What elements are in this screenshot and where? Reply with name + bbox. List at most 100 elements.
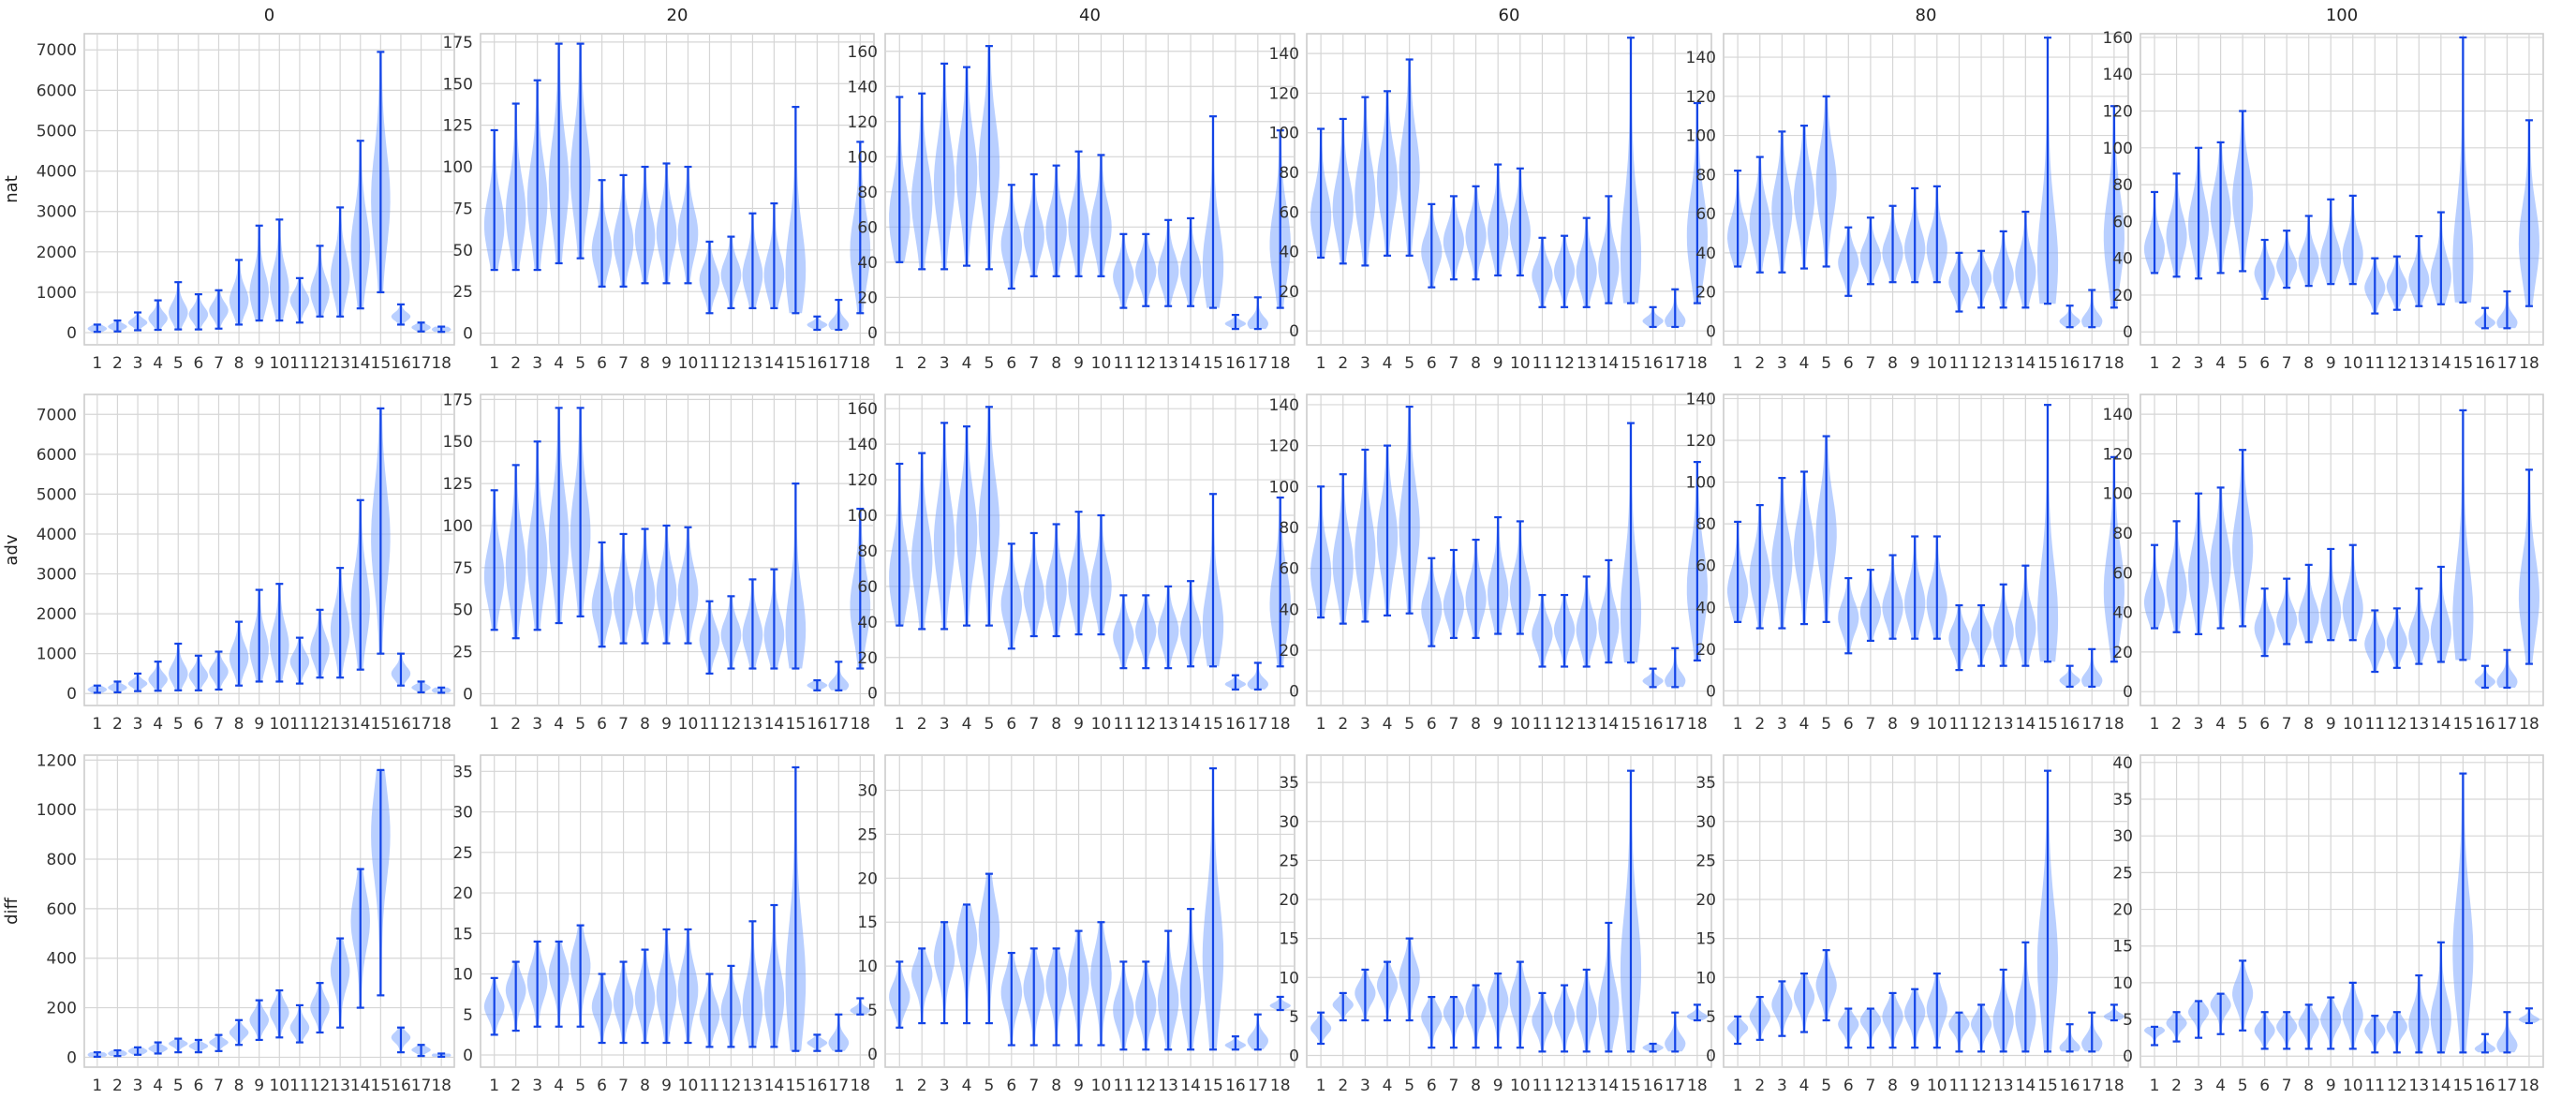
y-tick-label: 0 xyxy=(67,1048,77,1067)
x-tick-label: 3 xyxy=(940,1077,950,1095)
x-tick-label: 1 xyxy=(489,354,499,373)
x-tick-label: 12 xyxy=(2387,715,2407,734)
x-tick-label: 12 xyxy=(310,715,331,734)
x-tick-label: 1 xyxy=(895,715,905,734)
x-tick-label: 2 xyxy=(1338,1077,1348,1095)
y-tick-label: 5000 xyxy=(37,485,77,504)
y-tick-label: 50 xyxy=(452,602,473,620)
x-tick-label: 9 xyxy=(254,1077,264,1095)
y-tick-label: 80 xyxy=(857,542,878,561)
x-tick-label: 4 xyxy=(554,354,564,373)
x-tick-label: 9 xyxy=(254,354,264,373)
y-tick-label: 600 xyxy=(47,900,77,919)
x-tick-label: 13 xyxy=(2409,1077,2430,1095)
x-tick-label: 9 xyxy=(661,354,672,373)
y-tick-label: 35 xyxy=(1279,774,1299,793)
x-tick-label: 1 xyxy=(1316,354,1326,373)
x-tick-label: 15 xyxy=(371,1077,392,1095)
x-tick-label: 1 xyxy=(1316,715,1326,734)
x-tick-label: 1 xyxy=(92,1077,102,1095)
x-tick-label: 15 xyxy=(371,354,392,373)
x-tick-label: 7 xyxy=(618,715,629,734)
x-tick-label: 7 xyxy=(214,715,224,734)
x-tick-label: 6 xyxy=(193,1077,203,1095)
x-tick-label: 13 xyxy=(330,354,350,373)
y-tick-label: 0 xyxy=(867,685,878,704)
y-tick-label: 20 xyxy=(2112,287,2133,305)
y-tick-label: 10 xyxy=(1695,969,1716,988)
x-tick-label: 1 xyxy=(1733,354,1743,373)
y-tick-label: 40 xyxy=(1279,601,1299,619)
x-tick-label: 14 xyxy=(2016,354,2036,373)
x-tick-label: 15 xyxy=(1621,1077,1641,1095)
x-tick-label: 3 xyxy=(133,354,143,373)
y-tick-label: 6000 xyxy=(37,82,77,100)
x-tick-label: 12 xyxy=(1135,354,1156,373)
x-tick-label: 11 xyxy=(1949,715,1970,734)
x-tick-label: 18 xyxy=(2104,1077,2124,1095)
x-tick-label: 15 xyxy=(2453,1077,2474,1095)
y-tick-label: 150 xyxy=(443,433,473,452)
y-tick-label: 30 xyxy=(452,804,473,823)
x-tick-label: 1 xyxy=(489,715,499,734)
x-tick-label: 6 xyxy=(1843,354,1854,373)
x-tick-label: 1 xyxy=(2150,354,2160,373)
axes-frame xyxy=(1723,754,2129,1068)
x-tick-label: 3 xyxy=(1777,1077,1787,1095)
x-tick-label: 4 xyxy=(554,715,564,734)
x-tick-label: 13 xyxy=(1993,354,2014,373)
x-tick-label: 17 xyxy=(2497,354,2518,373)
x-tick-label: 11 xyxy=(1949,1077,1970,1095)
x-tick-label: 18 xyxy=(2104,354,2124,373)
y-tick-label: 160 xyxy=(2103,29,2133,48)
x-tick-label: 9 xyxy=(1073,715,1084,734)
x-tick-label: 9 xyxy=(1493,1077,1503,1095)
x-tick-label: 3 xyxy=(1360,715,1370,734)
x-tick-label: 16 xyxy=(2060,715,2080,734)
x-tick-label: 9 xyxy=(661,715,672,734)
x-tick-label: 6 xyxy=(193,715,203,734)
y-tick-label: 140 xyxy=(1686,390,1716,408)
y-tick-label: 0 xyxy=(1706,1047,1716,1066)
x-tick-label: 12 xyxy=(2387,1077,2407,1095)
y-tick-label: 175 xyxy=(443,34,473,52)
x-tick-label: 2 xyxy=(112,715,123,734)
x-tick-label: 6 xyxy=(1427,715,1437,734)
y-tick-label: 25 xyxy=(452,644,473,662)
x-tick-label: 6 xyxy=(1843,715,1854,734)
x-tick-label: 10 xyxy=(1927,715,1947,734)
y-tick-label: 80 xyxy=(1695,515,1716,534)
y-tick-label: 20 xyxy=(857,649,878,668)
y-tick-label: 140 xyxy=(2103,66,2133,84)
y-tick-label: 15 xyxy=(1695,930,1716,949)
y-tick-label: 5 xyxy=(867,1002,878,1020)
y-tick-label: 100 xyxy=(2103,140,2133,158)
x-tick-label: 9 xyxy=(1073,1077,1084,1095)
x-tick-label: 12 xyxy=(721,354,742,373)
column-title: 80 xyxy=(1916,6,1937,25)
x-tick-label: 13 xyxy=(1993,715,2014,734)
x-tick-label: 8 xyxy=(234,354,244,373)
x-tick-label: 9 xyxy=(2326,1077,2336,1095)
y-tick-label: 30 xyxy=(1695,813,1716,832)
x-tick-label: 7 xyxy=(618,1077,629,1095)
y-tick-label: 60 xyxy=(2112,213,2133,231)
x-tick-label: 13 xyxy=(743,715,763,734)
x-tick-label: 4 xyxy=(1383,1077,1393,1095)
x-tick-label: 9 xyxy=(2326,354,2336,373)
x-tick-label: 12 xyxy=(2387,354,2407,373)
x-tick-label: 7 xyxy=(1866,715,1876,734)
x-tick-label: 5 xyxy=(1821,715,1831,734)
x-tick-label: 2 xyxy=(2171,354,2182,373)
x-tick-label: 1 xyxy=(895,1077,905,1095)
axes-frame xyxy=(2139,394,2544,706)
x-tick-label: 8 xyxy=(234,1077,244,1095)
x-tick-label: 12 xyxy=(1135,1077,1156,1095)
x-tick-label: 5 xyxy=(1404,1077,1414,1095)
y-tick-label: 140 xyxy=(2103,406,2133,424)
